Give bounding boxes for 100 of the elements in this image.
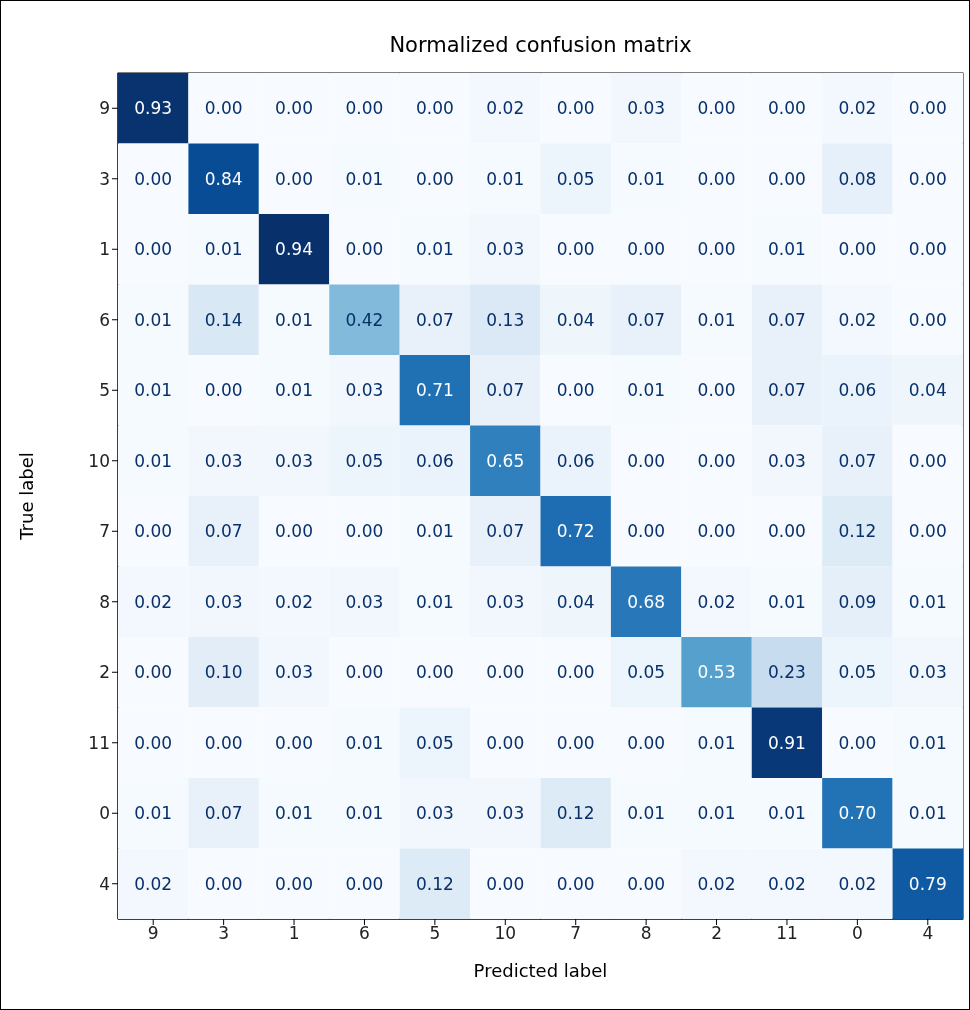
- data-label: 0.03: [275, 662, 313, 683]
- y-tick-label: 8: [99, 591, 110, 612]
- data-label: 0.00: [275, 521, 313, 542]
- data-label: 0.00: [768, 168, 806, 189]
- data-label: 0.03: [486, 591, 525, 612]
- data-label: 0.53: [697, 662, 736, 683]
- data-label: 0.00: [556, 239, 595, 260]
- data-label: 0.04: [556, 309, 595, 330]
- data-label: 0.06: [556, 450, 595, 471]
- data-label: 0.00: [134, 239, 173, 260]
- data-label: 0.13: [486, 309, 525, 330]
- data-label: 0.00: [486, 732, 525, 753]
- data-label: 0.03: [486, 803, 525, 824]
- data-label: 0.07: [415, 309, 454, 330]
- y-tick-label: 0: [99, 803, 110, 824]
- data-label: 0.01: [768, 239, 806, 260]
- data-label: 0.00: [345, 239, 384, 260]
- data-label: 0.65: [486, 450, 525, 471]
- data-label: 0.70: [838, 803, 877, 824]
- data-label: 0.00: [486, 662, 525, 683]
- data-label: 0.03: [415, 803, 454, 824]
- data-label: 0.00: [908, 239, 947, 260]
- y-tick-label: 10: [88, 450, 110, 471]
- data-label: 0.03: [486, 239, 525, 260]
- data-label: 0.02: [838, 309, 877, 330]
- data-label: 0.00: [415, 662, 454, 683]
- data-label: 0.01: [486, 168, 525, 189]
- data-label: 0.00: [345, 98, 384, 119]
- data-label: 0.00: [345, 521, 384, 542]
- data-label: 0.01: [697, 732, 736, 753]
- data-label: 0.00: [415, 98, 454, 119]
- data-label: 0.01: [627, 168, 666, 189]
- data-label: 0.10: [204, 662, 243, 683]
- y-tick-label: 6: [99, 309, 110, 330]
- data-label: 0.03: [908, 662, 947, 683]
- data-label: 0.91: [768, 732, 806, 753]
- x-tick-label: 3: [218, 923, 230, 944]
- data-label: 0.00: [697, 98, 736, 119]
- data-label: 0.00: [697, 450, 736, 471]
- data-label: 0.07: [768, 380, 806, 401]
- data-label: 0.07: [204, 803, 243, 824]
- data-label: 0.00: [627, 521, 666, 542]
- data-label: 0.07: [627, 309, 666, 330]
- data-label: 0.00: [838, 239, 877, 260]
- y-tick-label: 4: [99, 873, 110, 894]
- data-label: 0.84: [204, 168, 243, 189]
- data-label: 0.02: [768, 873, 806, 894]
- data-label: 0.00: [908, 309, 947, 330]
- data-label: 0.07: [204, 521, 243, 542]
- data-label: 0.00: [345, 662, 384, 683]
- data-label: 0.01: [768, 591, 806, 612]
- data-label: 0.01: [908, 591, 947, 612]
- data-label: 0.00: [345, 873, 384, 894]
- data-label: 0.01: [627, 803, 666, 824]
- y-tick-label: 1: [99, 239, 110, 260]
- data-label: 0.01: [697, 803, 736, 824]
- data-label: 0.01: [134, 309, 173, 330]
- data-label: 0.08: [838, 168, 877, 189]
- data-label: 0.00: [838, 732, 877, 753]
- data-label: 0.14: [204, 309, 243, 330]
- data-label: 0.02: [697, 591, 736, 612]
- data-label: 0.42: [345, 309, 384, 330]
- data-label: 0.02: [275, 591, 313, 612]
- data-label: 0.00: [908, 168, 947, 189]
- data-label: 0.00: [556, 873, 595, 894]
- data-label: 0.00: [134, 662, 173, 683]
- data-label: 0.02: [134, 591, 173, 612]
- x-tick-label: 1: [288, 923, 300, 944]
- data-label: 0.79: [908, 873, 947, 894]
- y-tick-label: 3: [99, 168, 110, 189]
- data-label: 0.71: [415, 380, 454, 401]
- data-label: 0.01: [415, 239, 454, 260]
- data-label: 0.00: [204, 380, 243, 401]
- data-label: 0.03: [204, 450, 243, 471]
- data-label: 0.00: [134, 521, 173, 542]
- data-label: 0.01: [697, 309, 736, 330]
- data-label: 0.72: [556, 521, 595, 542]
- data-label: 0.00: [768, 521, 806, 542]
- data-label: 0.00: [697, 239, 736, 260]
- data-label: 0.03: [627, 98, 666, 119]
- x-tick-label: 0: [851, 923, 863, 944]
- data-label: 0.00: [556, 662, 595, 683]
- x-tick-label: 11: [776, 923, 798, 944]
- x-tick-label: 10: [494, 923, 517, 944]
- data-label: 0.00: [627, 732, 666, 753]
- x-tick-label: 7: [570, 923, 582, 944]
- data-label: 0.01: [908, 732, 947, 753]
- y-tick-label: 2: [99, 662, 110, 683]
- data-label: 0.03: [345, 591, 384, 612]
- data-label: 0.03: [204, 591, 243, 612]
- data-label: 0.01: [345, 803, 384, 824]
- data-label: 0.05: [345, 450, 384, 471]
- data-label: 0.00: [908, 450, 947, 471]
- data-label: 0.07: [838, 450, 877, 471]
- data-label: 0.04: [556, 591, 595, 612]
- data-label: 0.05: [556, 168, 595, 189]
- x-tick-label: 8: [640, 923, 652, 944]
- x-tick-label: 5: [429, 923, 441, 944]
- data-label: 0.00: [275, 168, 313, 189]
- data-label: 0.02: [697, 873, 736, 894]
